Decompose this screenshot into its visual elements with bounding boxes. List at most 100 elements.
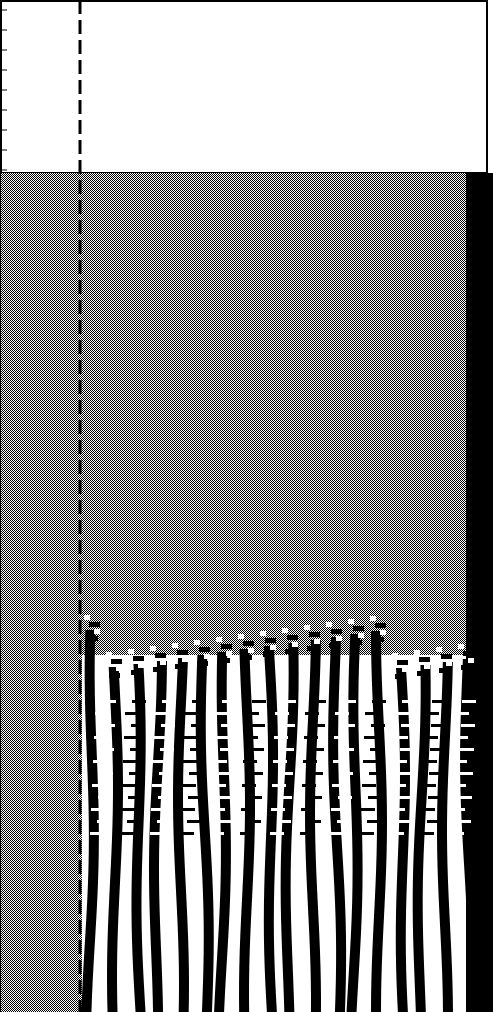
trace-streak [153,760,167,763]
trace-stripe [81,630,99,1012]
trace-streak [423,760,437,763]
trace-streak [311,724,325,727]
trace-noise [285,649,296,654]
trace-noise [138,663,144,668]
trace-noise [370,616,376,621]
trace-streak [420,832,434,835]
trace-streak [372,700,386,703]
trace-streak [271,808,285,811]
trace-streak [185,712,199,715]
trace-streak [301,808,315,811]
trace-streak [340,748,354,751]
trace-streak [150,832,164,835]
trace-streak [161,724,175,727]
trace-streak [218,796,232,799]
trace-streak [310,748,324,751]
trace-streak [181,808,195,811]
trace-stripe [107,667,123,1012]
trace-streak [180,832,194,835]
trace-noise [131,670,142,675]
trace-noise [436,647,442,652]
trace-streak [364,736,378,739]
trace-streak [272,784,286,787]
trace-streak [91,808,105,811]
trace-noise [282,628,288,633]
trace-noise [287,635,298,640]
trace-streak [277,820,291,823]
trace-noise [160,660,166,665]
trace-streak [400,748,414,751]
trace-streak [339,772,353,775]
trace-streak [371,724,385,727]
trace-streak [390,832,404,835]
trace-streak [394,736,408,739]
trace-streak [422,784,436,787]
trace-streak [402,700,416,703]
trace-noise [87,636,98,641]
trace-streak [93,760,107,763]
trace-streak [305,712,319,715]
trace-noise [248,648,254,653]
trace-streak [241,808,255,811]
trace-streak [120,832,134,835]
trace-streak [158,796,172,799]
trace-streak [190,748,204,751]
trace-noise [348,619,354,624]
trace-streak [219,772,233,775]
trace-streak [363,760,377,763]
trace-streak [252,700,266,703]
trace-streak [360,832,374,835]
trace-streak [154,736,168,739]
trace-streak [369,772,383,775]
trace-noise [304,625,310,630]
trace-streak [429,772,443,775]
trace-streak [331,808,345,811]
trace-noise [111,659,122,664]
trace-streak [300,832,314,835]
trace-stripe [328,637,347,1012]
trace-streak [365,712,379,715]
trace-streak [250,748,264,751]
trace-streak [362,784,376,787]
trace-streak [215,712,229,715]
trace-streak [312,700,326,703]
trace-streak [92,784,106,787]
trace-noise [128,649,134,654]
trace-streak [330,832,344,835]
trace-streak [182,784,196,787]
trace-streak [244,736,258,739]
trace-noise [402,667,408,672]
trace-noise [260,631,266,636]
trace-streak [127,820,141,823]
trace-noise [270,645,276,650]
trace-streak [157,820,171,823]
trace-noise [439,668,450,673]
trace-streak [370,748,384,751]
trace-noise [292,642,298,647]
trace-streak [395,712,409,715]
trace-noise [194,640,200,645]
trace-noise [353,626,364,631]
trace-noise [197,661,208,666]
trace-noise [331,629,342,634]
trace-noise [380,630,386,635]
trace-streak [212,784,226,787]
trace-noise [414,650,420,655]
trace-noise [216,637,222,642]
trace-noise [155,653,166,658]
trace-noise [89,622,100,627]
top-empty-region [0,0,488,174]
trace-streak [425,712,439,715]
trace-noise [133,656,144,661]
trace-noise [84,615,90,620]
trace-stripes [81,615,479,1012]
trace-streak [453,760,467,763]
trace-noise [94,629,100,634]
trace-streak [280,748,294,751]
trace-streak [337,820,351,823]
trace-streak [242,784,256,787]
trace-streak [454,736,468,739]
trace-noise [219,658,230,663]
trace-streak [152,784,166,787]
trace-noise [182,657,188,662]
